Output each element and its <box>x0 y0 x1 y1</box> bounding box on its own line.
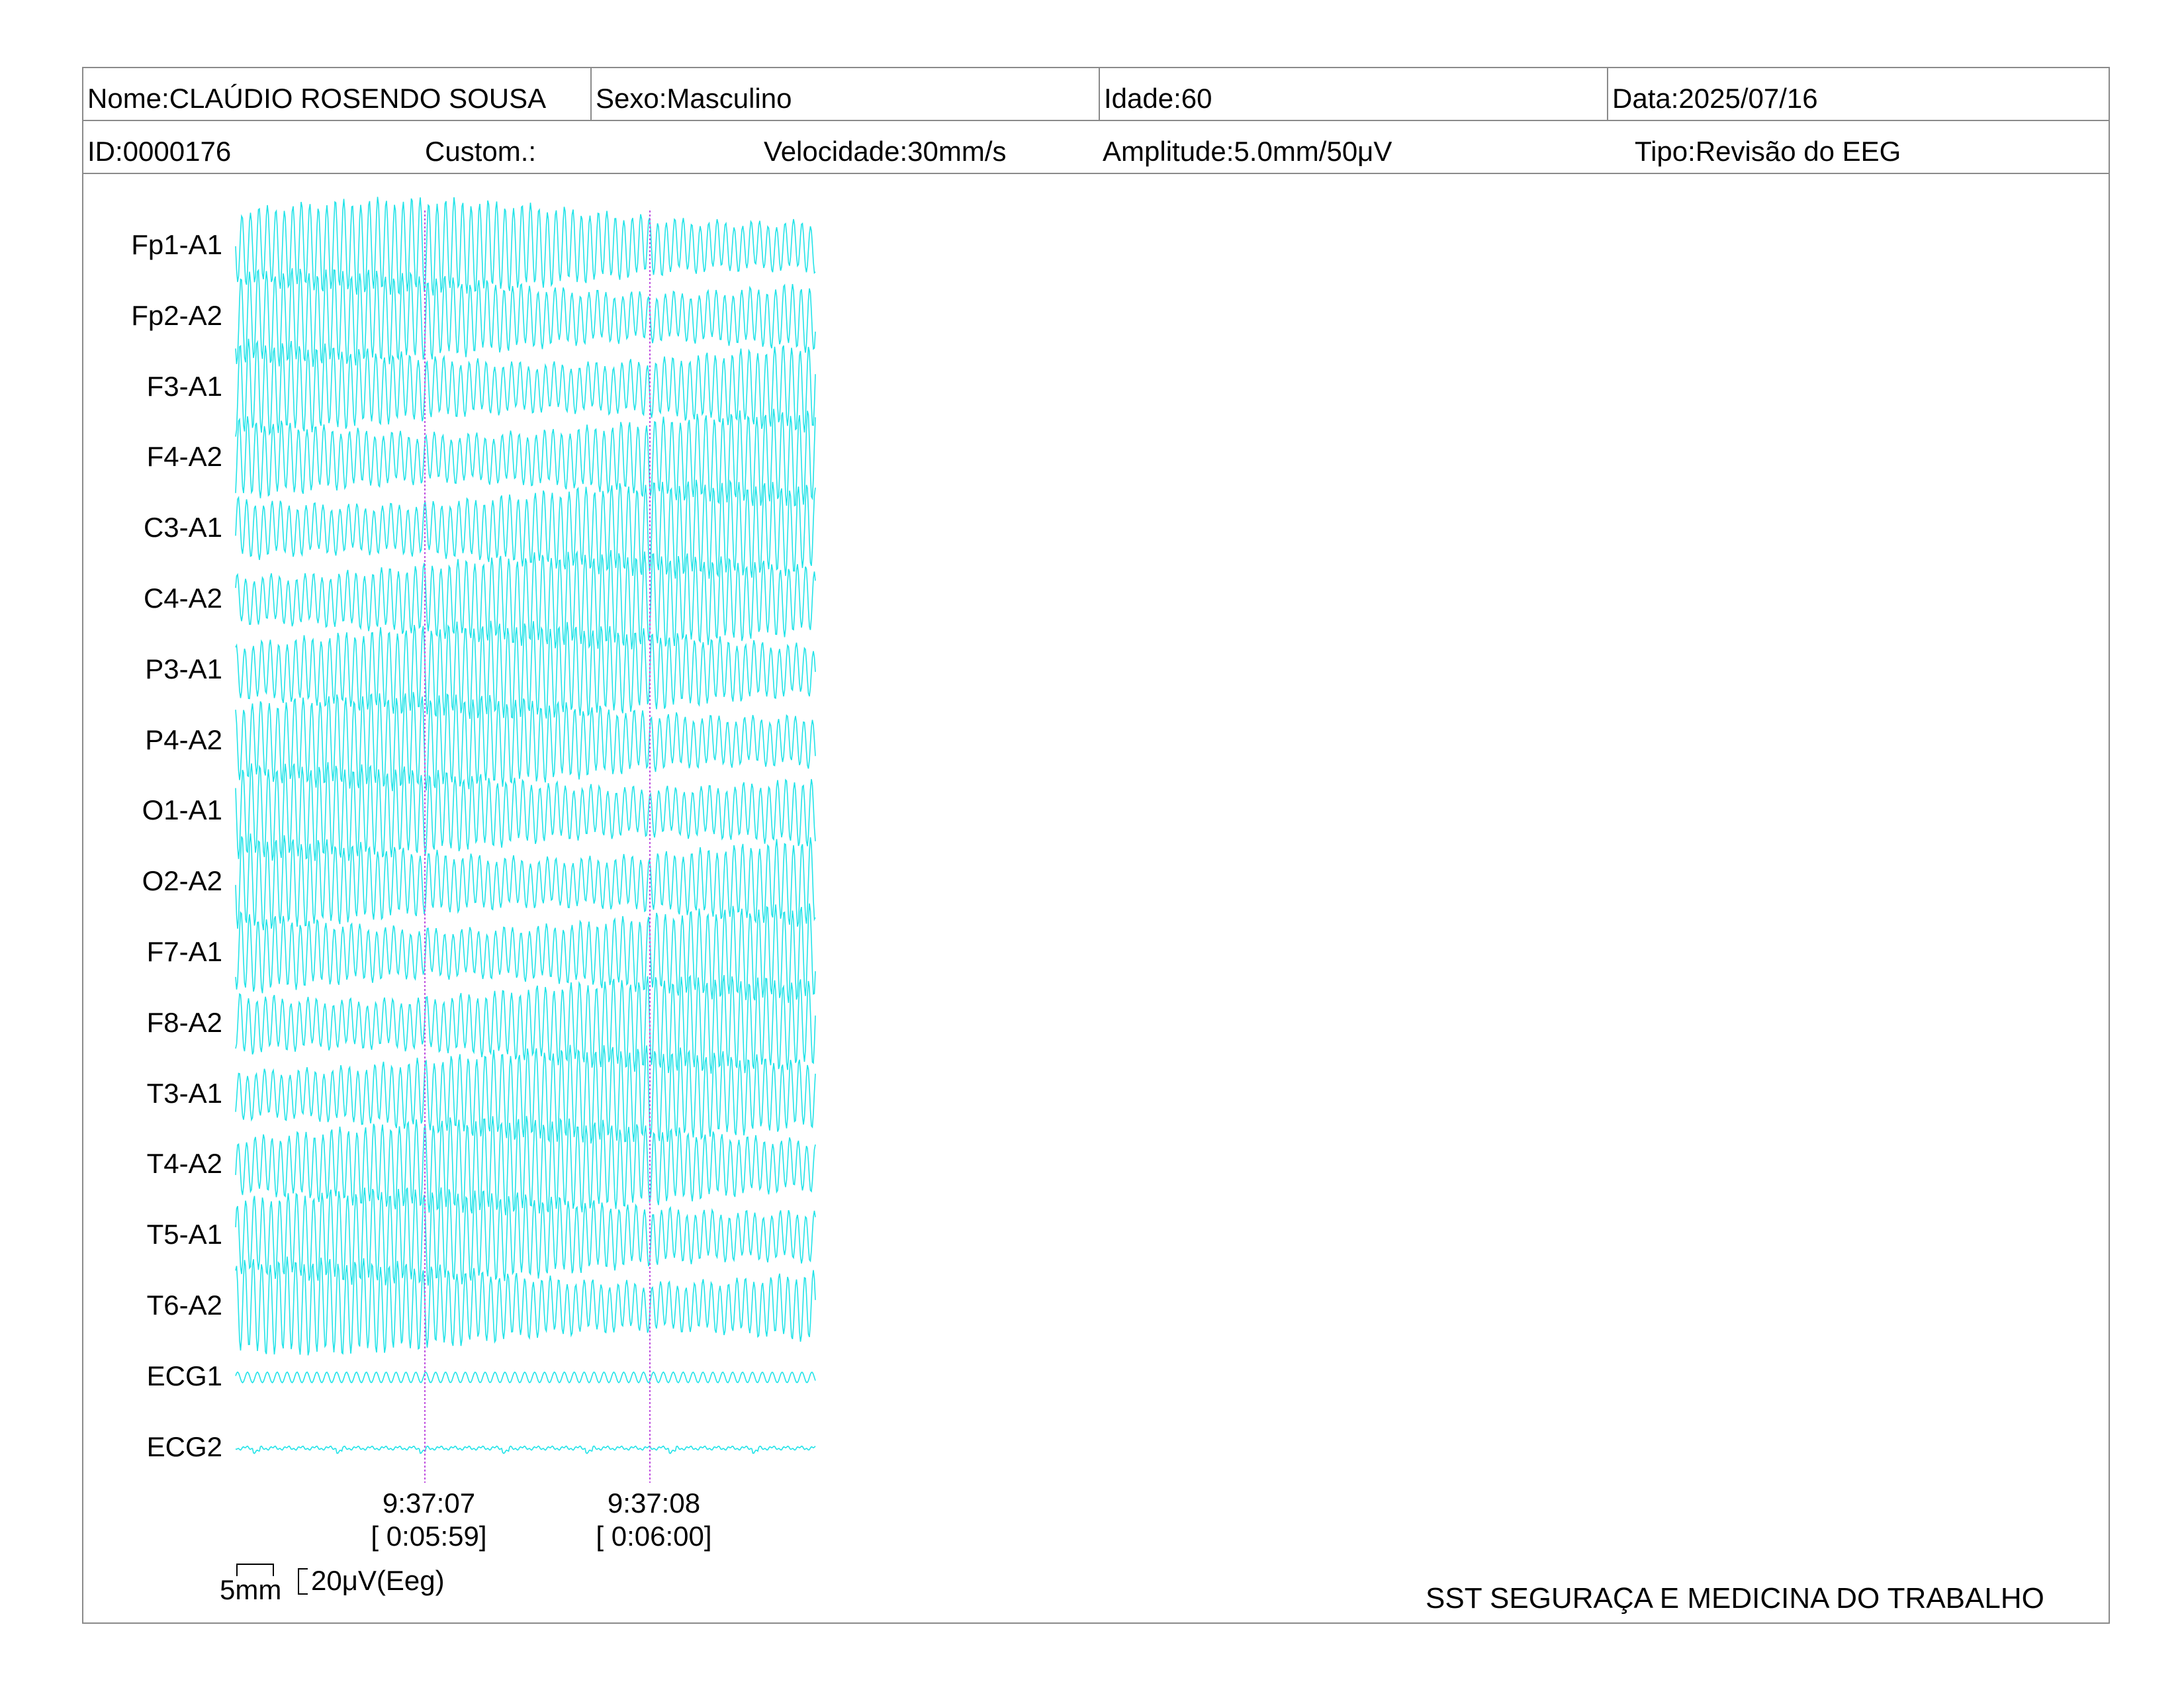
eeg-trace-c3-a1 <box>235 479 816 579</box>
eeg-trace-fp2-a2 <box>235 268 816 367</box>
scale-vertical-label: 20μV(Eeg) <box>311 1565 445 1596</box>
eeg-trace-f8-a2 <box>235 974 816 1074</box>
recording-amplitude: Amplitude:5.0mm/50μV <box>1103 136 1392 167</box>
time-marker-1-clock: 9:37:07 <box>382 1487 476 1519</box>
horizontal-scale-bracket <box>236 1564 274 1576</box>
channel-label-f4-a2: F4-A2 <box>146 441 222 473</box>
eeg-trace-f7-a1 <box>235 903 816 1004</box>
channel-label-f7-a1: F7-A1 <box>146 936 222 967</box>
patient-name-cell: Nome:CLAÚDIO ROSENDO SOUSA <box>83 68 592 121</box>
channel-label-o1-a1: O1-A1 <box>142 794 222 826</box>
channel-label-p3-a1: P3-A1 <box>145 653 222 684</box>
eeg-trace-p4-a2 <box>235 692 816 792</box>
eeg-trace-f3-a1 <box>235 338 816 437</box>
channel-label-fp2-a2: Fp2-A2 <box>131 299 222 331</box>
eeg-trace-f4-a2 <box>235 408 816 507</box>
header-row-2: ID:0000176 Custom.: Velocidade:30mm/s Am… <box>83 121 2109 174</box>
channel-label-t6-a2: T6-A2 <box>146 1289 222 1321</box>
eeg-trace-o2-a2 <box>235 833 816 931</box>
eeg-trace-o1-a1 <box>235 762 816 861</box>
exam-date-cell: Data:2025/07/16 <box>1608 68 2111 121</box>
eeg-trace-t3-a1 <box>235 1045 816 1144</box>
eeg-trace-ecg1 <box>235 1371 816 1383</box>
time-marker-1-elapsed: [ 0:05:59] <box>371 1521 487 1552</box>
channel-label-t5-a1: T5-A1 <box>146 1219 222 1250</box>
scale-horizontal-label: 5mm <box>220 1574 282 1605</box>
channel-label-t3-a1: T3-A1 <box>146 1077 222 1109</box>
custom-field: Custom.: <box>425 136 537 167</box>
channel-label-f8-a2: F8-A2 <box>146 1006 222 1038</box>
patient-name: Nome:CLAÚDIO ROSENDO SOUSA <box>87 83 547 114</box>
channel-label-c3-a1: C3-A1 <box>143 512 222 543</box>
channel-label-fp1-a1: Fp1-A1 <box>131 229 222 260</box>
eeg-trace-ecg2 <box>235 1445 816 1454</box>
channel-label-ecg2: ECG2 <box>146 1430 222 1462</box>
scale-bar-group <box>236 1564 308 1595</box>
channel-label-o2-a2: O2-A2 <box>142 865 222 897</box>
eeg-trace-group <box>235 197 816 1454</box>
time-marker-1-label: 9:37:07 [ 0:05:59] <box>349 1487 508 1553</box>
report-type: Tipo:Revisão do EEG <box>1635 136 1901 167</box>
report-sheet: Nome:CLAÚDIO ROSENDO SOUSA Sexo:Masculin… <box>82 67 2110 1624</box>
time-marker-2-elapsed: [ 0:06:00] <box>596 1521 712 1552</box>
channel-label-t4-a2: T4-A2 <box>146 1148 222 1180</box>
patient-sex: Sexo:Masculino <box>596 83 792 114</box>
exam-date: Data:2025/07/16 <box>1612 83 1818 114</box>
time-marker-2-clock: 9:37:08 <box>607 1487 701 1519</box>
eeg-trace-t6-a2 <box>235 1256 816 1356</box>
eeg-trace-t5-a1 <box>235 1187 816 1286</box>
eeg-trace-t4-a2 <box>235 1115 816 1215</box>
channel-label-ecg1: ECG1 <box>146 1360 222 1391</box>
recording-speed: Velocidade:30mm/s <box>764 136 1007 167</box>
channel-label-c4-a2: C4-A2 <box>143 583 222 614</box>
eeg-trace-fp1-a1 <box>235 197 816 296</box>
patient-sex-cell: Sexo:Masculino <box>592 68 1100 121</box>
channel-label-f3-a1: F3-A1 <box>146 370 222 402</box>
header-row-1: Nome:CLAÚDIO ROSENDO SOUSA Sexo:Masculin… <box>83 68 2109 121</box>
company-name: SST SEGURAÇA E MEDICINA DO TRABALHO <box>1426 1582 2044 1615</box>
patient-age-cell: Idade:60 <box>1100 68 1608 121</box>
channel-label-p4-a2: P4-A2 <box>145 724 222 755</box>
patient-id: ID:0000176 <box>87 136 232 167</box>
patient-age: Idade:60 <box>1104 83 1212 114</box>
time-marker-group <box>424 211 651 1483</box>
vertical-scale-bracket <box>298 1568 308 1595</box>
time-marker-2-label: 9:37:08 [ 0:06:00] <box>574 1487 733 1553</box>
eeg-trace-p3-a1 <box>235 620 816 720</box>
eeg-trace-c4-a2 <box>235 549 816 650</box>
